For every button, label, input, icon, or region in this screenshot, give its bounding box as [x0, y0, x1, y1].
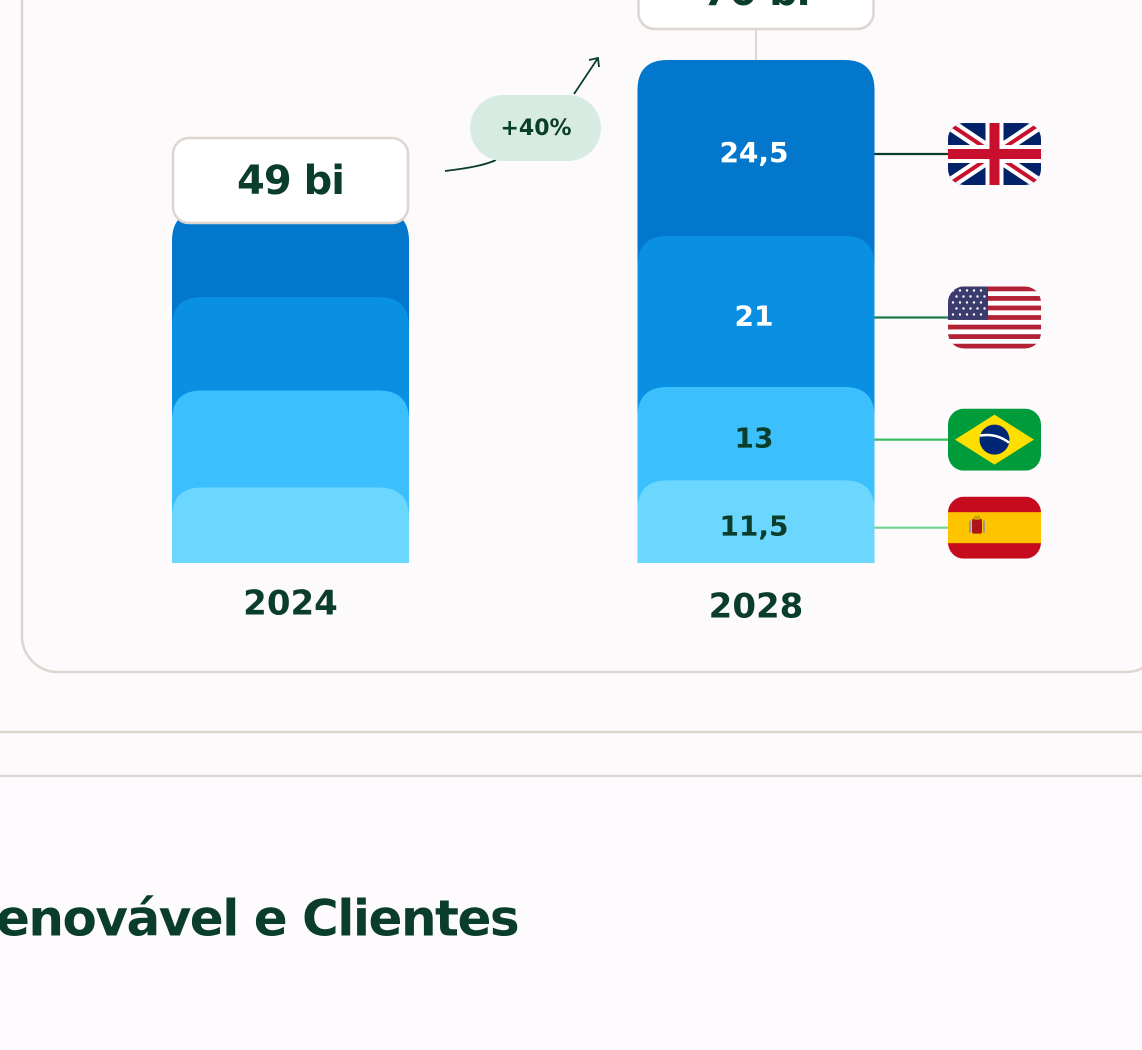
arrow [444, 159, 497, 172]
total-box [637, 0, 875, 31]
flag-brazil [948, 408, 1041, 471]
growth-annotation: +40% [444, 56, 601, 172]
flag-uk [948, 123, 1041, 186]
growth-pill [470, 95, 601, 161]
section-heading: enovável e Clientes [0, 890, 518, 948]
x-tick-label: 2024 [243, 584, 338, 624]
segment-label: 13 [735, 422, 774, 455]
total-label: 70 bi [703, 0, 810, 15]
bar-segment [637, 480, 875, 563]
segment-label: 11,5 [719, 510, 788, 543]
total-box [171, 136, 410, 225]
flag-us [948, 286, 1041, 349]
section-bg [0, 777, 1142, 1050]
bar-segment [172, 487, 409, 563]
x-tick-label: 2028 [709, 587, 804, 627]
flag-spain [948, 496, 1041, 559]
arrow [573, 56, 600, 95]
segment-label: 24,5 [719, 136, 788, 169]
total-label: 49 bi [237, 158, 344, 204]
growth-label: +40% [500, 116, 571, 141]
segment-label: 21 [735, 300, 774, 333]
